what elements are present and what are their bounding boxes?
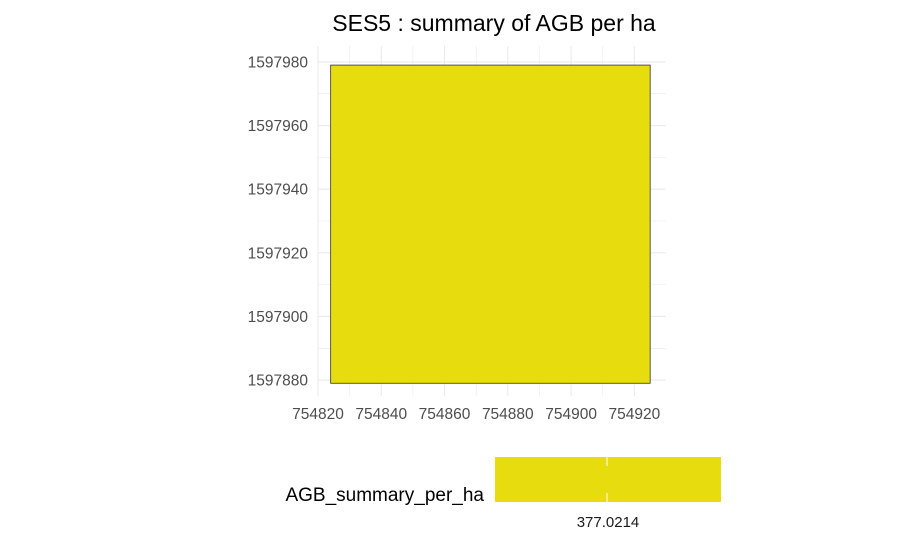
x-tick-label: 754880 bbox=[482, 406, 534, 423]
x-tick-label: 754820 bbox=[292, 406, 344, 423]
y-tick-label: 1597960 bbox=[248, 118, 309, 135]
x-tick-label: 754920 bbox=[608, 406, 660, 423]
legend-colorbar bbox=[495, 457, 721, 502]
legend-title: AGB_summary_per_ha bbox=[285, 485, 484, 506]
legend-value-label: 377.0214 bbox=[577, 514, 640, 531]
y-tick-label: 1597920 bbox=[248, 245, 309, 262]
y-tick-label: 1597900 bbox=[248, 309, 309, 326]
x-tick-label: 754860 bbox=[419, 406, 471, 423]
y-tick-label: 1597940 bbox=[248, 182, 309, 199]
x-tick-label: 754900 bbox=[545, 406, 597, 423]
y-tick-label: 1597980 bbox=[248, 54, 309, 71]
x-tick-labels: 754820 754840 754860 754880 754900 754920 bbox=[292, 406, 660, 423]
x-tick-label: 754840 bbox=[355, 406, 407, 423]
y-tick-labels: 1597880 1597900 1597920 1597940 1597960 15979… bbox=[248, 54, 309, 389]
chart-title: SES5 : summary of AGB per ha bbox=[332, 10, 656, 36]
y-tick-label: 1597880 bbox=[248, 373, 309, 390]
raster-cell bbox=[330, 64, 651, 384]
cell-layer bbox=[330, 64, 651, 384]
legend: AGB_summary_per_ha 377.0214 bbox=[285, 457, 721, 531]
